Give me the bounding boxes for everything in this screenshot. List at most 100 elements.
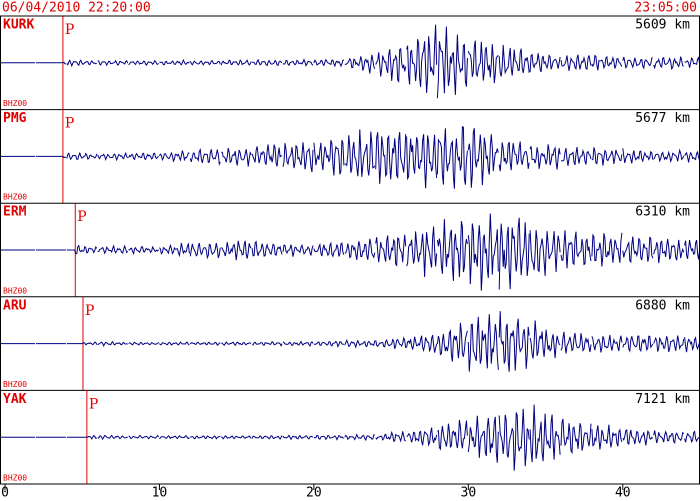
trace-segment <box>406 334 438 353</box>
distance: 6880 km <box>635 298 690 313</box>
trace-segment <box>97 434 128 441</box>
trace-segment <box>66 59 98 68</box>
trace-segment <box>591 334 623 353</box>
trace-segment <box>189 60 221 66</box>
trace-segment <box>498 44 530 77</box>
trace-segment <box>684 239 700 260</box>
trace-segment <box>35 155 67 159</box>
channel: BHZ00 <box>3 286 27 295</box>
trace-segment <box>436 125 468 189</box>
trace-segment <box>437 419 468 451</box>
x-tick-label: 30 <box>461 486 477 501</box>
trace-segment <box>66 341 98 346</box>
channel: BHZ00 <box>3 193 27 202</box>
p-label: P <box>65 22 74 38</box>
trace-segment <box>220 59 252 66</box>
start-time: 06/04/2010 22:20:00 <box>2 1 151 16</box>
trace-segment <box>251 58 283 67</box>
distance: 5677 km <box>635 111 690 126</box>
trace-segment <box>467 40 499 84</box>
trace-segment <box>529 53 561 73</box>
trace-segment <box>684 336 700 353</box>
trace-segment <box>622 236 654 264</box>
trace-segment <box>436 219 468 281</box>
trace-segment <box>344 129 376 177</box>
trace-segment <box>189 147 221 166</box>
x-tick-label: 10 <box>152 486 168 501</box>
trace-segment <box>375 234 407 267</box>
trace-segment <box>159 242 190 258</box>
trace-segment <box>591 424 623 450</box>
trace-segment <box>158 150 190 163</box>
trace-segment <box>221 147 252 167</box>
trace-segment <box>560 230 592 269</box>
trace-segment <box>189 341 221 346</box>
trace-segment <box>529 230 561 276</box>
trace-segment <box>622 335 654 353</box>
trace-segment <box>66 434 98 440</box>
trace-segment <box>375 131 407 184</box>
trace-segment <box>498 141 530 172</box>
trace-segment <box>436 322 468 362</box>
distance: 6310 km <box>635 205 690 220</box>
trace-segment <box>251 240 283 257</box>
trace-segment <box>653 148 685 164</box>
trace-segment <box>529 404 561 463</box>
distance: 5609 km <box>635 18 690 33</box>
distance: 7121 km <box>635 392 690 407</box>
trace-segment <box>251 435 283 440</box>
trace-segment <box>344 238 376 260</box>
trace-segment <box>653 56 684 71</box>
trace-segment <box>467 128 499 188</box>
trace-segment <box>436 26 468 99</box>
trace-segment <box>313 340 344 348</box>
trace-segment <box>221 341 252 347</box>
p-label: P <box>65 116 74 132</box>
trace-segment <box>344 433 375 442</box>
p-label: P <box>85 303 94 319</box>
trace-segment <box>159 58 190 66</box>
trace-segment <box>591 147 623 166</box>
trace-segment <box>252 340 283 347</box>
trace-segment <box>560 147 592 166</box>
trace-segment <box>128 152 159 161</box>
trace-segment <box>375 336 407 349</box>
trace-segment <box>684 56 700 68</box>
trace-segment <box>313 58 345 68</box>
trace-segment <box>560 331 592 354</box>
trace-segment <box>97 340 128 347</box>
trace-segment <box>128 341 159 346</box>
trace-segment <box>406 427 438 447</box>
station-name: PMG <box>3 111 27 126</box>
station-name: ARU <box>3 298 27 313</box>
trace-segment <box>344 338 376 349</box>
trace-segment <box>591 232 623 267</box>
x-tick-label: 20 <box>306 486 322 501</box>
trace-segment <box>529 144 561 170</box>
trace-segment <box>498 311 530 372</box>
channel: BHZ00 <box>3 474 27 483</box>
trace-segment <box>35 61 66 65</box>
trace-segment <box>622 429 654 446</box>
trace-segment <box>591 54 623 71</box>
trace-segment <box>467 415 499 463</box>
trace-segment <box>622 148 654 164</box>
trace-segment <box>190 435 221 440</box>
trace-segment <box>529 320 561 359</box>
trace-segment <box>684 150 700 163</box>
trace-segment <box>467 314 499 372</box>
trace-segment <box>97 244 129 255</box>
trace-segment <box>97 151 129 162</box>
trace-segment <box>313 241 345 258</box>
station-name: YAK <box>3 392 27 407</box>
end-time: 23:05:00 <box>634 1 697 16</box>
trace-segment <box>622 56 653 70</box>
trace-segment <box>128 245 159 256</box>
trace-segment <box>66 151 98 161</box>
trace-segment <box>282 142 314 173</box>
trace-segment <box>282 243 314 257</box>
trace-segment <box>251 144 283 167</box>
trace-segment <box>467 213 499 291</box>
